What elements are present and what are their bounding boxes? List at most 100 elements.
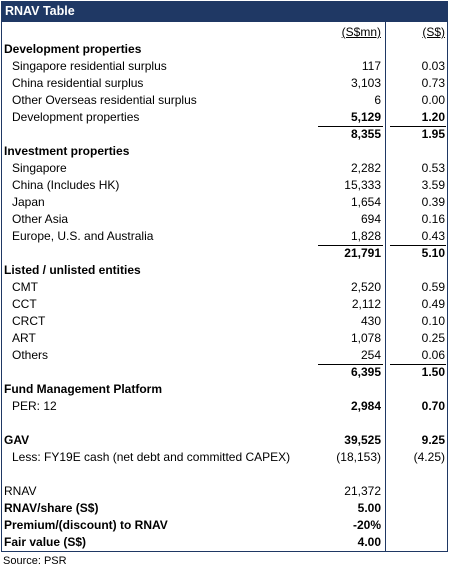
table-row: Less: FY19E cash (net debt and committed… — [0, 449, 450, 466]
row-label: CCT — [12, 297, 37, 311]
value-smn: 2,282 — [350, 161, 381, 175]
col-header-smn: (S$mn) — [341, 25, 381, 39]
value-smn: 15,333 — [344, 178, 381, 192]
value-smn: 6,395 — [350, 365, 381, 379]
value-per-share: 0.10 — [421, 314, 445, 328]
value-smn: 4.00 — [357, 535, 381, 549]
value-smn: 254 — [360, 348, 381, 362]
row-label: Others — [12, 348, 49, 362]
section-row: Fund Management Platform — [0, 381, 450, 398]
subtotal-rule — [390, 126, 446, 127]
table-row: Europe, U.S. and Australia 1,828 0.43 — [0, 228, 450, 245]
subtotal-rule — [318, 364, 383, 365]
value-per-share: (4.25) — [413, 450, 445, 464]
column-header-row: (S$mn) (S$) — [0, 24, 450, 41]
row-label: Europe, U.S. and Australia — [12, 229, 154, 243]
table-row: China residential surplus 3,103 0.73 — [0, 75, 450, 92]
table-row: RNAV/share (S$) 5.00 — [0, 500, 450, 517]
total-row: 21,791 5.10 — [0, 245, 450, 262]
value-smn: 21,791 — [344, 246, 381, 260]
value-per-share: 0.16 — [421, 212, 445, 226]
col-header-s: (S$) — [422, 25, 445, 39]
row-label: Less: FY19E cash (net debt and committed… — [12, 450, 291, 464]
value-smn: 2,984 — [350, 399, 381, 413]
value-per-share: 0.03 — [421, 59, 445, 73]
section-row: Listed / unlisted entities — [0, 262, 450, 279]
value-per-share: 0.25 — [421, 331, 445, 345]
value-smn: 1,654 — [350, 195, 381, 209]
value-per-share: 0.59 — [421, 280, 445, 294]
row-label: Development properties — [12, 110, 140, 124]
table-row: RNAV 21,372 — [0, 483, 450, 500]
value-smn: 5,129 — [350, 110, 381, 124]
row-label: RNAV/share (S$) — [4, 501, 99, 515]
total-row: 8,355 1.95 — [0, 126, 450, 143]
table-row: CRCT 430 0.10 — [0, 313, 450, 330]
row-label: China residential surplus — [12, 76, 144, 90]
section-row: Investment properties — [0, 143, 450, 160]
table-row: ART 1,078 0.25 — [0, 330, 450, 347]
value-per-share: 5.10 — [421, 246, 445, 260]
row-label: CMT — [12, 280, 38, 294]
table-row: Development properties 5,129 1.20 — [0, 109, 450, 126]
row-label: Singapore — [12, 161, 67, 175]
table-row: Other Asia 694 0.16 — [0, 211, 450, 228]
value-smn: 5.00 — [357, 501, 381, 515]
value-per-share: 0.49 — [421, 297, 445, 311]
subtotal-rule — [318, 126, 383, 127]
value-per-share: 0.53 — [421, 161, 445, 175]
row-label: Fund Management Platform — [4, 382, 163, 396]
table-row: Fair value (S$) 4.00 — [0, 534, 450, 551]
value-smn: 1,078 — [350, 331, 381, 345]
value-smn: 39,525 — [344, 433, 381, 447]
value-smn: 3,103 — [350, 76, 381, 90]
value-per-share: 0.06 — [421, 348, 445, 362]
value-per-share: 1.50 — [421, 365, 445, 379]
row-label: GAV — [4, 433, 30, 447]
row-label: China (Includes HK) — [12, 178, 120, 192]
row-label: PER: 12 — [12, 399, 57, 413]
value-smn: (18,153) — [336, 450, 381, 464]
row-label: Japan — [12, 195, 45, 209]
value-smn: 21,372 — [344, 484, 381, 498]
value-smn: 694 — [360, 212, 381, 226]
table-row: CMT 2,520 0.59 — [0, 279, 450, 296]
row-label: Other Asia — [12, 212, 69, 226]
row-label: Singapore residential surplus — [12, 59, 167, 73]
table-row: CCT 2,112 0.49 — [0, 296, 450, 313]
row-label: Investment properties — [4, 144, 130, 158]
table-row: Premium/(discount) to RNAV -20% — [0, 517, 450, 534]
value-smn: 1,828 — [350, 229, 381, 243]
value-smn: 2,112 — [351, 297, 381, 311]
section-row: GAV 39,525 9.25 — [0, 432, 450, 449]
subtotal-rule — [390, 245, 446, 246]
row-label: Premium/(discount) to RNAV — [4, 518, 168, 532]
value-per-share: 0.73 — [421, 76, 445, 90]
table-title: RNAV Table — [5, 4, 75, 18]
value-per-share: 0.43 — [421, 229, 445, 243]
table-row: Japan 1,654 0.39 — [0, 194, 450, 211]
row-label: CRCT — [12, 314, 46, 328]
row-label: ART — [12, 331, 36, 345]
value-per-share: 9.25 — [421, 433, 445, 447]
value-per-share: 3.59 — [421, 178, 445, 192]
table-row: Others 254 0.06 — [0, 347, 450, 364]
table-row — [0, 466, 450, 483]
row-label: Other Overseas residential surplus — [12, 93, 197, 107]
subtotal-rule — [318, 245, 383, 246]
value-smn: 8,355 — [350, 127, 381, 141]
value-smn: 430 — [360, 314, 381, 328]
value-smn: 2,520 — [350, 280, 381, 294]
row-label: Fair value (S$) — [4, 535, 87, 549]
source-note: Source: PSR — [3, 555, 67, 567]
table-row: Singapore residential surplus 117 0.03 — [0, 58, 450, 75]
subtotal-rule — [390, 364, 446, 365]
value-per-share: 1.95 — [421, 127, 445, 141]
table-row: PER: 12 2,984 0.70 — [0, 398, 450, 415]
table-header: RNAV Table — [1, 1, 448, 22]
section-row: Development properties — [0, 41, 450, 58]
table-row: Singapore 2,282 0.53 — [0, 160, 450, 177]
value-smn: 6 — [374, 93, 381, 107]
value-per-share: 0.70 — [421, 399, 445, 413]
value-smn: 117 — [361, 59, 381, 73]
